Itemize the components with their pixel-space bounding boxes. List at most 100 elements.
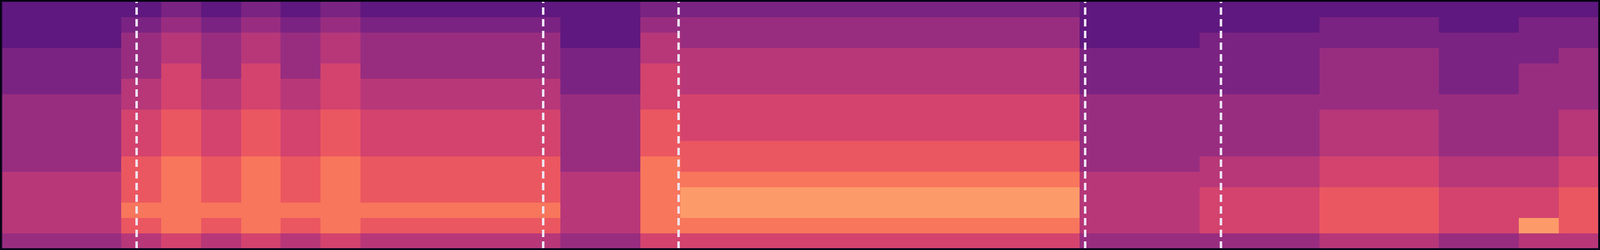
heatmap-cell [680,31,721,48]
heatmap-cell [1,16,42,33]
heatmap-cell [760,233,801,249]
heatmap-cell [1478,124,1520,141]
heatmap-cell [161,16,202,33]
heatmap-cell [1398,171,1440,188]
heatmap-cell [1438,233,1480,249]
heatmap-cell [121,140,162,157]
heatmap-cell [520,217,562,234]
heatmap-cell [201,202,242,219]
heatmap-cell [560,78,601,95]
heatmap-cell [400,31,442,48]
heatmap-cell [999,202,1041,219]
heatmap-cell [600,1,641,18]
heatmap-cell [280,109,322,126]
heatmap-cell [480,78,522,95]
heatmap-cell [1279,124,1321,141]
heatmap-cell [560,31,601,48]
heatmap-cell [520,78,562,95]
heatmap-cell [800,217,841,234]
heatmap-cell [999,109,1041,126]
heatmap-cell [640,217,681,234]
heatmap-cell [1279,233,1321,249]
heatmap-cell [879,109,921,126]
heatmap-cell [241,233,282,249]
heatmap-cell [640,78,681,95]
heatmap-cell [1478,16,1520,33]
heatmap-cell [680,109,721,126]
heatmap-cell [1358,217,1400,234]
heatmap-cell [280,16,322,33]
heatmap-cell [919,63,961,80]
heatmap-cell [1239,124,1281,141]
heatmap-cell [919,16,961,33]
heatmap-cell [720,94,761,111]
heatmap-cell [1279,140,1321,157]
heatmap-cell [440,16,482,33]
heatmap-cell [1039,63,1081,80]
heatmap-cell [720,109,761,126]
heatmap-cell [999,1,1041,18]
heatmap-cell [959,124,1001,141]
heatmap-cell [1398,16,1440,33]
heatmap-cell [201,171,242,188]
heatmap-cell [1,1,42,18]
boundary-line [135,1,138,249]
heatmap-cell [1558,1,1599,18]
heatmap-cell [959,187,1001,203]
heatmap-cell [1,202,42,219]
heatmap-cell [1239,31,1281,48]
heatmap-cell [1159,94,1201,111]
heatmap-cell [800,155,841,172]
heatmap-cell [161,124,202,141]
heatmap-cell [1119,47,1161,64]
heatmap-cell [600,16,641,33]
heatmap-cell [839,94,881,111]
heatmap-cell [121,217,162,234]
heatmap-cell [81,124,122,141]
heatmap-cell [81,1,122,18]
heatmap-cell [520,16,562,33]
heatmap-cell [1558,124,1599,141]
heatmap-cell [1438,31,1480,48]
heatmap-cell [400,233,442,249]
chart [0,0,1600,250]
heatmap-cell [999,63,1041,80]
heatmap-cell [1199,94,1241,111]
heatmap-cell [1039,1,1081,18]
heatmap-cell [241,1,282,18]
heatmap-cell [640,233,681,249]
heatmap-cell [161,155,202,172]
heatmap-cell [440,94,482,111]
heatmap-cell [1279,31,1321,48]
heatmap-cell [280,31,322,48]
heatmap-cell [320,155,362,172]
heatmap-cell [480,217,522,234]
heatmap-cell [241,63,282,80]
heatmap-cell [1398,109,1440,126]
heatmap-cell [959,47,1001,64]
heatmap-cell [480,140,522,157]
heatmap-cell [520,109,562,126]
heatmap-cell [879,94,921,111]
heatmap-cell [640,31,681,48]
heatmap-cell [1478,171,1520,188]
heatmap-cell [1199,78,1241,95]
heatmap-cell [959,217,1001,234]
heatmap-cell [760,31,801,48]
heatmap-cell [1518,187,1560,203]
heatmap-cell [1119,124,1161,141]
heatmap-cell [400,16,442,33]
heatmap-cell [1039,140,1081,157]
heatmap-cell [640,16,681,33]
heatmap-cell [1319,171,1361,188]
heatmap-cell [1358,109,1400,126]
heatmap-cell [1358,1,1400,18]
heatmap-cell [1199,233,1241,249]
heatmap-cell [1039,124,1081,141]
heatmap-cell [280,187,322,203]
heatmap-cell [480,171,522,188]
heatmap-cell [1478,155,1520,172]
heatmap-cell [1558,47,1599,64]
heatmap-cell [280,233,322,249]
heatmap-cell [560,140,601,157]
